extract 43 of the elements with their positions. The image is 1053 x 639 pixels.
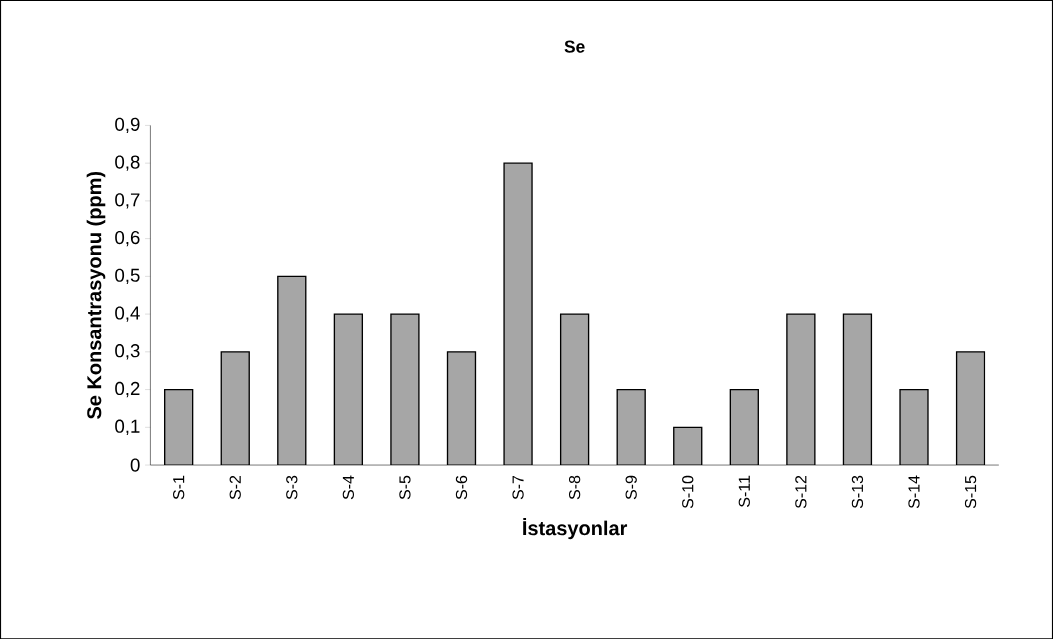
y-tick-label: 0,4 bbox=[115, 306, 140, 322]
x-tick-label: S-1 bbox=[173, 475, 185, 500]
y-tick-label: 0,2 bbox=[115, 381, 140, 398]
x-tick-label: S-10 bbox=[682, 475, 694, 508]
bar bbox=[164, 388, 194, 465]
x-tick-label: S-5 bbox=[399, 475, 411, 500]
x-tick-label: S-9 bbox=[625, 475, 637, 500]
y-tick-label: 0,5 bbox=[115, 268, 140, 284]
bar bbox=[955, 350, 986, 465]
x-tick-label: S-6 bbox=[455, 475, 468, 500]
bar bbox=[899, 388, 929, 465]
x-tick-label: S-15 bbox=[964, 475, 977, 508]
y-tick-label: 0 bbox=[130, 458, 140, 472]
bar bbox=[390, 313, 420, 465]
x-tick-label: S-8 bbox=[568, 475, 581, 500]
bar bbox=[842, 313, 873, 465]
chart-title: Se bbox=[564, 40, 585, 53]
x-tick-label: S-13 bbox=[851, 475, 864, 508]
y-tick-label: 0,1 bbox=[115, 419, 140, 435]
x-tick-label: S-3 bbox=[286, 475, 298, 500]
x-tick-label: S-4 bbox=[342, 475, 355, 500]
y-tick-label: 0,6 bbox=[115, 230, 140, 247]
y-tick-label: 0,9 bbox=[115, 117, 140, 133]
y-axis-title: Se Konsantrasyonu (ppm) bbox=[86, 171, 106, 419]
x-tick-label: S-11 bbox=[738, 475, 750, 507]
bar bbox=[333, 313, 364, 465]
bar bbox=[503, 162, 533, 465]
bar bbox=[786, 313, 816, 465]
x-tick-label: S-7 bbox=[512, 475, 524, 500]
bar bbox=[616, 388, 646, 465]
x-axis-title: İstasyonlar bbox=[523, 517, 628, 540]
bar bbox=[559, 313, 590, 465]
x-tick-label: S-14 bbox=[908, 475, 920, 508]
bar bbox=[729, 388, 759, 465]
y-tick-label: 0,3 bbox=[115, 343, 140, 360]
bar bbox=[277, 275, 307, 465]
x-tick-label: S-12 bbox=[795, 475, 807, 508]
bar bbox=[220, 350, 250, 465]
y-tick-label: 0,8 bbox=[115, 155, 140, 171]
bar bbox=[446, 350, 477, 465]
bar bbox=[673, 426, 703, 465]
x-tick-label: S-2 bbox=[229, 475, 241, 500]
y-tick-label: 0,7 bbox=[115, 192, 140, 209]
